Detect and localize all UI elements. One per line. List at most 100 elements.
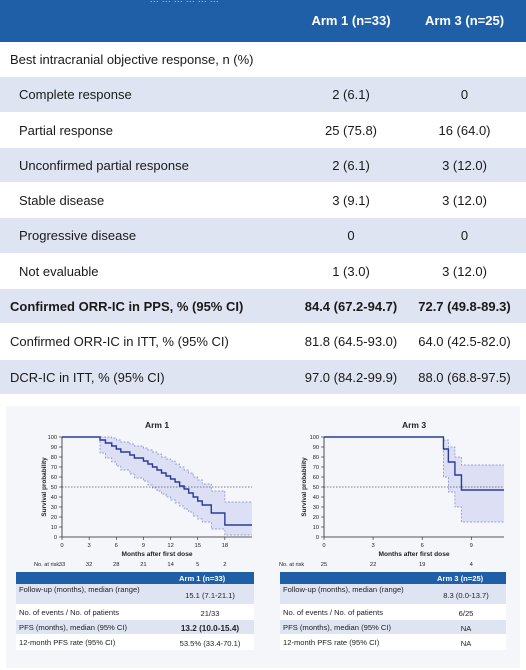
risk-table-value: 32 [86,562,92,568]
stats-table-arm3: Arm 3 (n=25) Follow-up (months), median … [280,572,506,650]
stats-row: 12-month PFS rate (95% CI) NA [280,635,506,650]
table-row: Complete response 2 (6.1) 0 [0,77,526,113]
y-tick-label: 60 [313,475,319,481]
risk-table-value: 5 [196,562,199,568]
stats-value: 6/25 [458,609,474,618]
stats-label: Follow-up (months), median (range) [19,585,140,594]
x-tick-label: 9 [470,543,473,549]
arm1-value: 0 [347,228,355,244]
y-tick-label: 20 [313,515,319,521]
stats-row: No. of events / No. of patients 6/25 [280,605,506,620]
row-label: Unconfirmed partial response [19,157,189,173]
arm1-value: 2 (6.1) [332,157,370,173]
survival-curve [62,436,252,526]
y-tick-label: 70 [51,465,57,471]
row-label: Complete response [19,87,132,103]
y-tick-label: 90 [51,445,57,451]
arm1-value: 3 (9.1) [332,193,370,209]
stats-row: 12-month PFS rate (95% CI) 53.5% (33.4-7… [16,635,254,650]
arm3-value: 3 (12.0) [442,193,487,209]
response-table: ... ... ... ... ... ... Arm 1 (n=33) Arm… [0,0,526,395]
stats-header: Arm 3 (n=25) [280,572,506,584]
km-chart-arm3: Arm 3 0 10 20 30 40 50 60 70 80 90 100 0 3 6 9 Months af… [279,420,504,568]
x-tick-label: 3 [88,543,91,549]
chart-title: Arm 3 [402,420,426,430]
row-label: Partial response [19,122,113,138]
x-axis-label: Months after first dose [121,551,192,558]
stats-label: Follow-up (months), median (range) [283,585,404,594]
km-chart-arm1: Arm 1 0 10 20 30 40 50 60 70 80 90 100 0 3 6 9 12 15 18 Mon… [34,420,252,568]
summary-row: Confirmed ORR-IC in ITT, % (95% CI) 81.8… [0,324,526,360]
y-tick-label: 70 [313,465,319,471]
risk-table-value: 14 [167,562,174,568]
stats-row: No. of events / No. of patients 21/33 [16,605,254,620]
arm1-value: 2 (6.1) [332,87,370,103]
table-row: Not evaluable 1 (3.0) 3 (12.0) [0,253,526,290]
stats-value: 13.2 (10.0-15.4) [180,624,240,633]
risk-table-value: 2 [223,562,226,568]
y-tick-label: 50 [51,485,57,491]
risk-table-value: 33 [59,562,65,568]
section-title: Best intracranial objective response, n … [10,52,254,67]
x-tick-label: 6 [421,543,424,549]
row-label: Stable disease [19,193,105,209]
arm1-value: 81.8 (64.5-93.0) [304,334,398,350]
stats-table-arm1: Arm 1 (n=33) Follow-up (months), median … [16,572,254,650]
risk-table-label: No. at risk [34,562,59,568]
x-tick-label: 0 [60,543,63,549]
stats-value: NA [460,639,472,648]
y-axis-label: Survival probability [301,457,308,517]
stats-row: PFS (months), median (95% CI) NA [280,620,506,635]
table-row: Progressive disease 0 0 [0,218,526,254]
stats-row: Follow-up (months), median (range) 8.3 (… [280,584,506,605]
y-axis-label: Survival probability [41,457,48,517]
ci-lower-line [62,436,252,536]
table-row: Stable disease 3 (9.1) 3 (12.0) [0,183,526,219]
x-tick-label: 3 [371,543,374,549]
y-tick-label: 90 [313,445,319,451]
risk-table-value: 22 [370,562,376,568]
arm3-value: 0 [460,228,469,244]
stats-value: NA [460,624,472,633]
stats-label: No. of events / No. of patients [19,608,120,617]
risk-table-value: 21 [140,562,146,568]
y-tick-label: 100 [48,435,57,441]
risk-table-value: 4 [470,562,474,568]
arm1-value: 84.4 (67.2-94.7) [304,299,398,315]
chart-title: Arm 1 [145,420,169,430]
table-header: ... ... ... ... ... ... Arm 1 (n=33) Arm… [0,0,526,42]
row-label: Confirmed ORR-IC in PPS, % (95% CI) [10,299,244,315]
row-label: Confirmed ORR-IC in ITT, % (95% CI) [10,334,229,350]
risk-table-value: 28 [113,562,119,568]
stats-label: PFS (months), median (95% CI) [283,623,392,632]
y-tick-label: 30 [313,505,319,511]
risk-table-label: No. at risk [279,562,304,568]
arm3-value: 3 (12.0) [442,263,487,279]
x-tick-label: 12 [167,543,173,549]
arm1-value: 25 (75.8) [324,122,378,138]
ci-upper-line [324,436,504,466]
arm1-value: 1 (3.0) [332,263,370,279]
risk-table-value: 25 [321,562,327,568]
y-tick-label: 40 [313,495,319,501]
y-tick-label: 30 [51,505,57,511]
y-tick-label: 40 [51,495,57,501]
summary-row: Confirmed ORR-IC in PPS, % (95% CI) 84.4… [0,289,526,325]
y-tick-label: 80 [51,455,57,461]
stats-value: 53.5% (33.4-70.1) [179,639,241,648]
row-label: DCR-IC in ITT, % (95% CI) [10,369,165,385]
risk-table-value: 19 [419,562,425,568]
y-tick-label: 10 [51,525,57,531]
x-tick-label: 0 [322,543,325,549]
stats-header: Arm 1 (n=33) [16,572,254,584]
row-label: Progressive disease [19,228,137,244]
y-tick-label: 60 [51,475,57,481]
stats-value: 21/33 [200,609,220,618]
y-tick-label: 20 [51,515,57,521]
x-tick-label: 6 [115,543,118,549]
y-tick-label: 10 [313,525,319,531]
stats-value: 15.1 (7.1-21.1) [185,591,235,600]
y-tick-label: 50 [313,485,319,491]
x-tick-label: 9 [142,543,145,549]
stats-header-label: Arm 3 (n=25) [437,574,484,583]
